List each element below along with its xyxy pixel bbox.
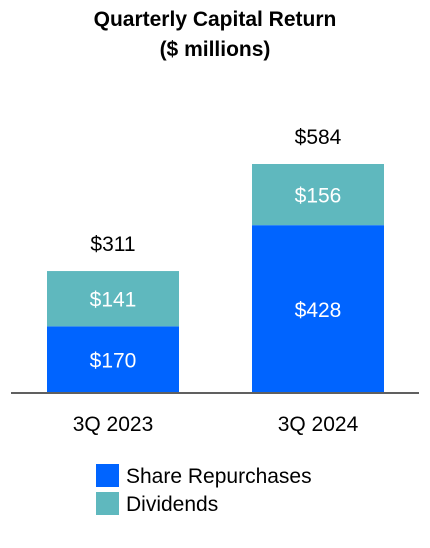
bar-dividends-2 [252,164,384,226]
bar-dividends-1 [47,271,179,327]
data-label-dividends-2: $156 [295,185,342,208]
data-label-share-repurchases-2: $428 [295,299,342,322]
chart-subtitle: ($ millions) [159,38,271,61]
data-label-dividends-1: $141 [90,289,137,312]
legend-label-dividends: Dividends [126,493,218,516]
bars-group: $170 $141 $311 3Q 2023 $428 $156 $584 3Q 2024 [47,126,384,436]
total-label-1: $311 [90,233,135,256]
bar-share-repurchases-1 [47,326,179,393]
x-tick-label-2: 3Q 2024 [278,413,359,436]
data-label-share-repurchases-1: $170 [90,350,137,373]
legend-swatch-share-repurchases [96,464,119,487]
legend-label-share-repurchases: Share Repurchases [126,465,312,488]
total-label-2: $584 [295,126,342,149]
x-tick-label-1: 3Q 2023 [73,413,154,436]
legend-swatch-dividends [96,492,119,515]
chart-title: Quarterly Capital Return [93,8,337,31]
legend: Share Repurchases Dividends [96,464,312,516]
bar-share-repurchases-2 [252,225,384,393]
